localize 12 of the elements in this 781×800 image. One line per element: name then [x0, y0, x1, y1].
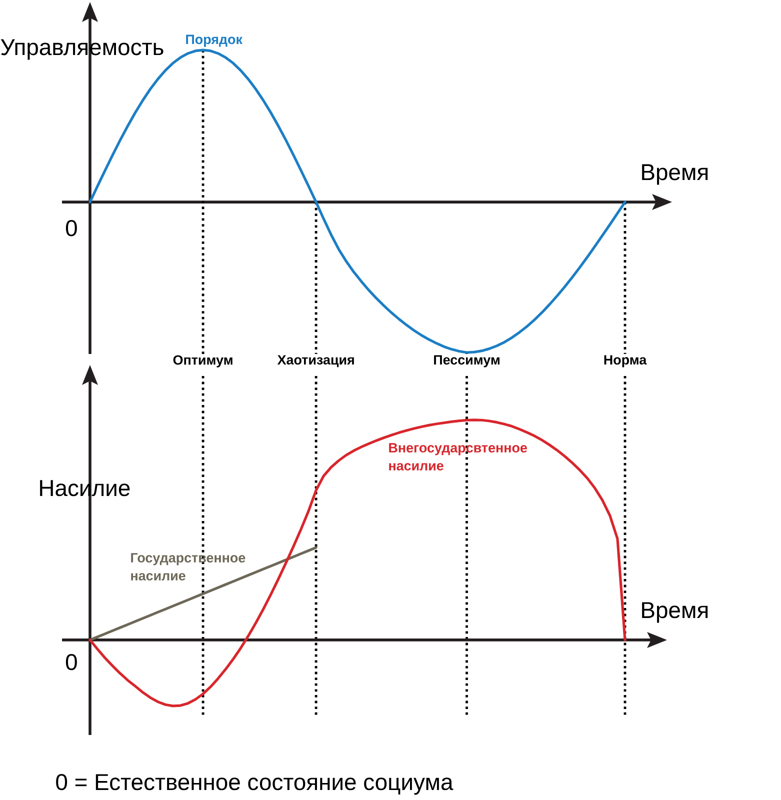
x-tick-label: Хаотизация: [277, 355, 354, 368]
series-label: Порядок: [186, 34, 242, 47]
x-tick-label: Пессимум: [434, 355, 500, 368]
series-label: Внегосударсвтенное насилие: [389, 443, 527, 470]
text: 0: [66, 220, 77, 236]
text: 0 = Естественное состояние социума: [56, 774, 454, 795]
text: 0: [66, 654, 77, 670]
x-axis-title: Время: [642, 164, 708, 185]
x-axis-title: Время: [642, 602, 708, 623]
series-label: Государственное насилие: [131, 553, 246, 580]
x-tick-label: Норма: [604, 355, 647, 368]
x-tick-label: Оптимум: [173, 355, 232, 368]
